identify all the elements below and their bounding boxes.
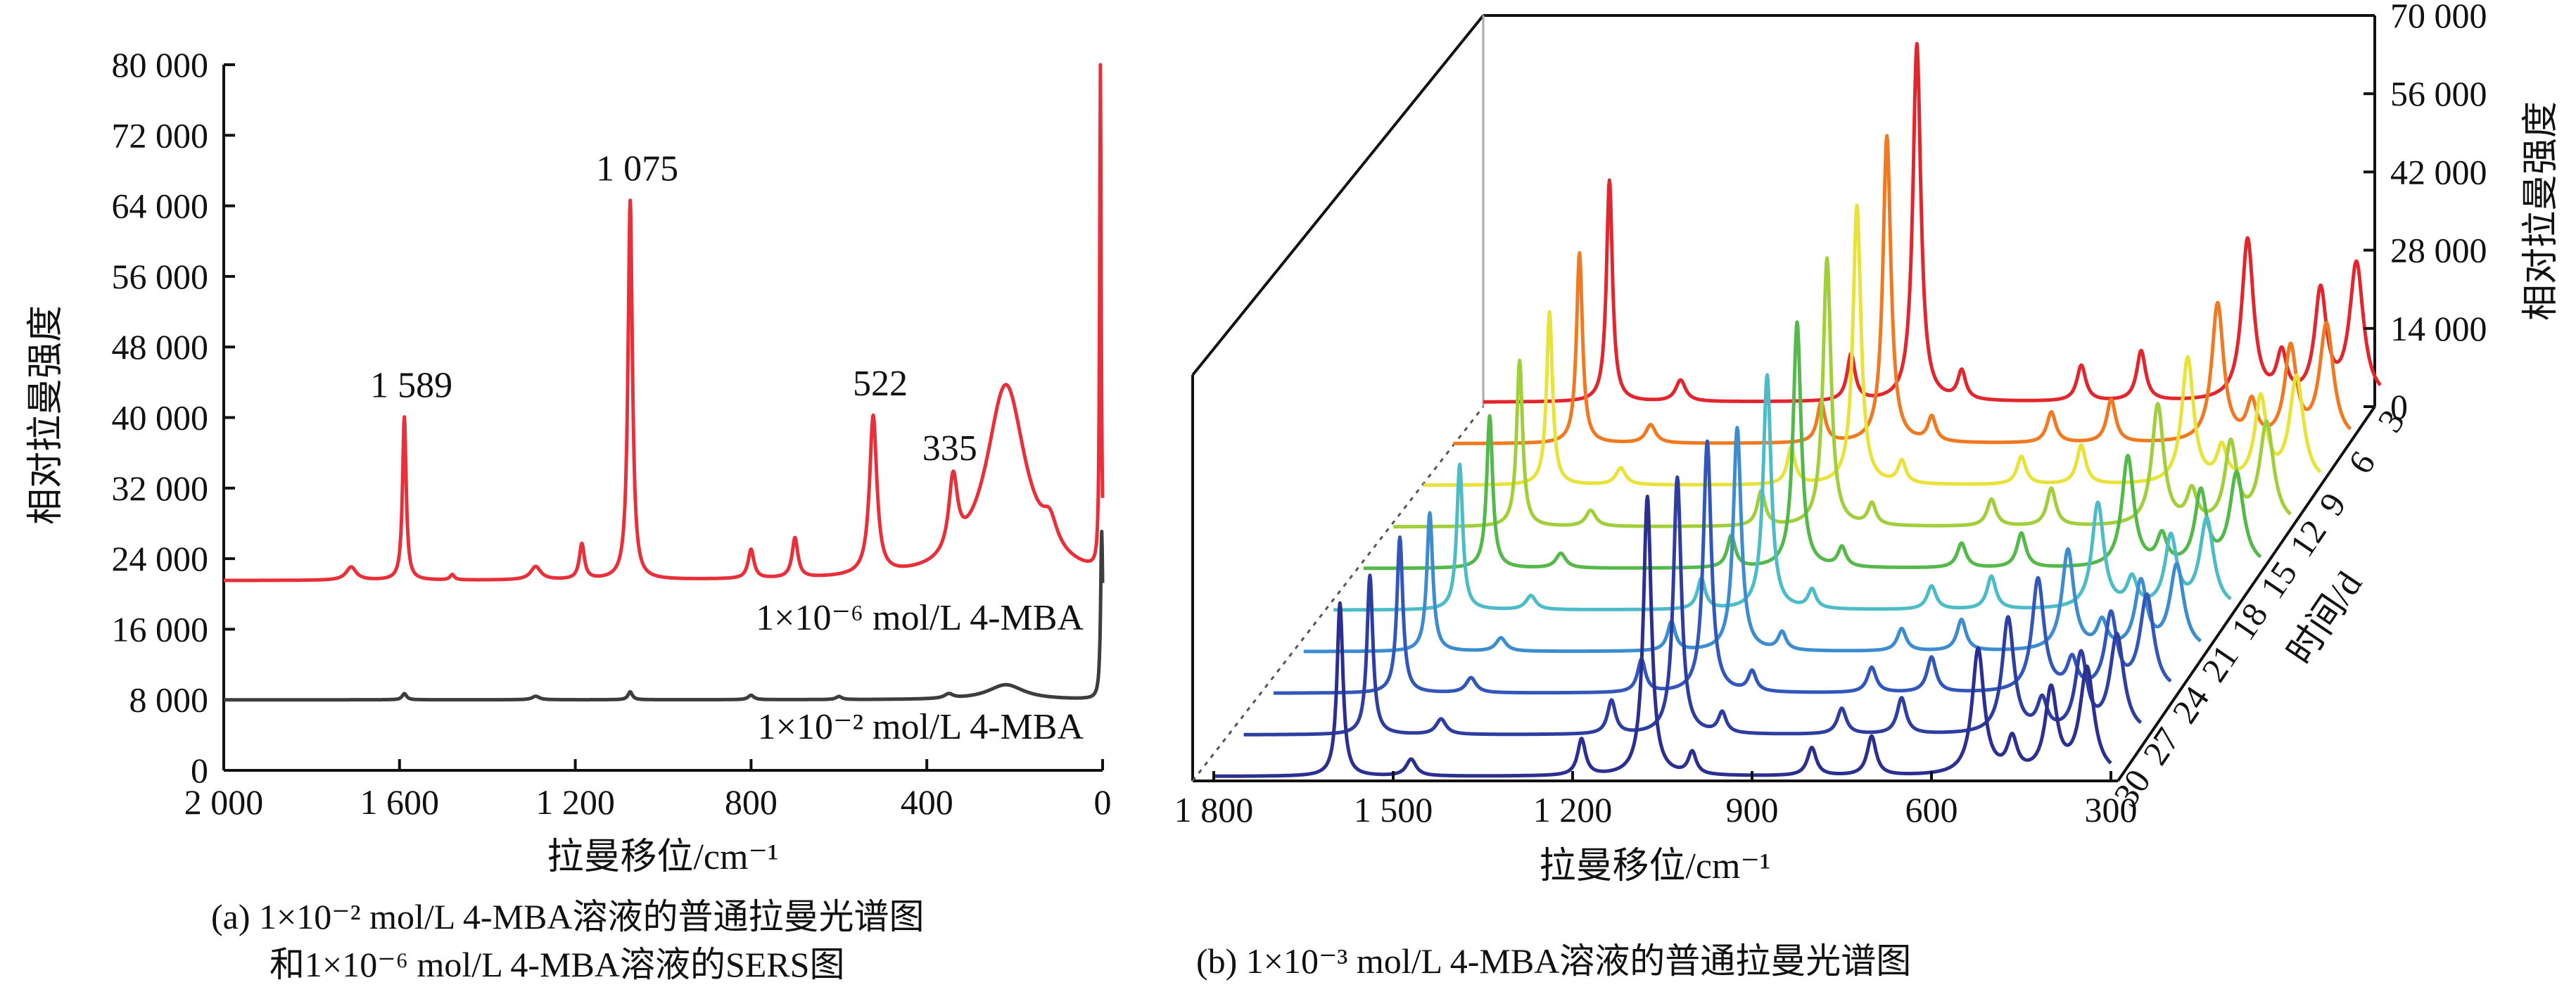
panel-a-series — [222, 63, 1105, 702]
panel-b-z-axis-title: 相对拉曼强度 — [2521, 101, 2561, 321]
panel-b: 1 800 1 500 1 200 900 600 300 0 14 000 28 000 42… — [1174, 0, 2561, 981]
panel-b-x-ticks: 1 800 1 500 1 200 900 600 300 — [1174, 771, 2138, 829]
panel-a-x-tick-label: 800 — [725, 782, 778, 822]
panel-a: 0 8 000 16 000 24 000 32 000 40 000 48 000 56 0… — [26, 45, 1112, 984]
panel-b-z-tick-label: 0 — [2390, 387, 2408, 426]
panel-b-series-line-3 — [1482, 42, 2382, 404]
panel-a-x-ticks: 2 000 1 600 1 200 800 400 0 — [184, 759, 1112, 822]
panel-a-y-tick-label: 72 000 — [112, 115, 209, 155]
panel-a-caption-line-1: (a) 1×10⁻² mol/L 4-MBA溶液的普通拉曼光谱图 — [211, 897, 925, 936]
panel-a-peak-label: 1 589 — [370, 366, 452, 406]
panel-a-x-tick-label: 0 — [1094, 782, 1112, 822]
panel-b-z-tick-label: 28 000 — [2390, 231, 2487, 270]
panel-b-time-tick-label: 9 — [2311, 485, 2353, 522]
panel-b-time-tick-label: 27 — [2135, 720, 2187, 772]
panel-b-series-line-9 — [1422, 203, 2322, 487]
panel-b-series — [1212, 42, 2382, 778]
panel-a-y-tick-label: 40 000 — [112, 398, 209, 438]
panel-a-series-line-1 — [222, 529, 1105, 702]
panel-b-time-tick-label: 24 — [2164, 679, 2216, 730]
panel-a-y-tick-label: 64 000 — [112, 186, 209, 226]
panel-b-z-tick-label: 70 000 — [2390, 0, 2487, 35]
panel-a-x-tick-label: 1 200 — [535, 782, 615, 822]
panel-b-x-axis-title: 拉曼移位/cm⁻¹ — [1539, 846, 1770, 886]
panel-a-x-tick-label: 2 000 — [184, 782, 264, 822]
panel-b-caption: (b) 1×10⁻³ mol/L 4-MBA溶液的普通拉曼光谱图 — [1196, 941, 1911, 981]
panel-b-series-line-15 — [1362, 320, 2262, 571]
panel-b-z-tick-label: 42 000 — [2390, 152, 2487, 191]
panel-b-series-line-6 — [1452, 134, 2352, 445]
panel-a-y-tick-label: 8 000 — [129, 680, 209, 720]
panel-b-z-ticks: 0 14 000 28 000 42 000 56 000 70 000 — [2364, 0, 2487, 426]
panel-b-x-tick-label: 900 — [1726, 790, 1779, 829]
panel-b-series-line-18 — [1332, 373, 2232, 612]
panel-a-y-tick-label: 80 000 — [112, 45, 209, 84]
panel-b-series-line-21 — [1302, 426, 2202, 654]
panel-b-x-tick-label: 600 — [1905, 790, 1958, 829]
panel-a-series-line-0 — [222, 63, 1105, 583]
panel-a-y-axis-title: 相对拉曼强度 — [26, 305, 66, 525]
panel-b-3d-frame — [1191, 14, 2376, 782]
panel-a-y-tick-label: 56 000 — [112, 257, 209, 296]
panel-a-x-tick-label: 400 — [901, 782, 953, 822]
panel-b-time-tick-label: 15 — [2252, 554, 2304, 606]
panel-a-caption-line-2: 和1×10⁻⁶ mol/L 4-MBA溶液的SERS图 — [269, 945, 844, 984]
panel-a-series-label-sers: 1×10⁻⁶ mol/L 4-MBA — [756, 598, 1084, 638]
panel-b-time-tick-label: 18 — [2223, 596, 2275, 647]
panel-b-series-line-30 — [1212, 495, 2112, 778]
panel-b-series-line-24 — [1272, 439, 2172, 695]
panel-b-time-tick-label: 21 — [2194, 637, 2246, 689]
panel-b-x-tick-label: 300 — [2085, 790, 2138, 829]
panel-a-series-label-normal: 1×10⁻² mol/L 4-MBA — [758, 707, 1084, 747]
panel-b-series-line-12 — [1392, 256, 2292, 529]
panel-a-x-axis-title: 拉曼移位/cm⁻¹ — [547, 837, 778, 877]
panel-b-series-line-27 — [1242, 475, 2143, 737]
panel-a-y-tick-label: 16 000 — [112, 609, 209, 649]
panel-a-y-tick-label: 32 000 — [112, 469, 209, 508]
panel-a-y-ticks: 0 8 000 16 000 24 000 32 000 40 000 48 000 56 0… — [112, 45, 235, 790]
panel-b-time-tick-label: 12 — [2282, 513, 2334, 564]
panel-b-time-tick-label: 6 — [2340, 444, 2383, 481]
panel-b-z-tick-label: 56 000 — [2390, 74, 2487, 113]
panel-b-x-tick-label: 1 800 — [1174, 790, 1254, 829]
panel-a-y-tick-label: 24 000 — [112, 539, 209, 578]
panel-a-peak-label: 522 — [853, 364, 908, 404]
panel-a-y-tick-label: 0 — [191, 751, 208, 790]
panel-a-peak-label: 1 075 — [596, 149, 678, 189]
panel-a-peak-annotations: 1 589 1 075 522 335 — [370, 149, 977, 469]
panel-b-x-tick-label: 1 200 — [1533, 790, 1613, 829]
panel-a-peak-label: 335 — [922, 428, 977, 469]
panel-a-y-tick-label: 48 000 — [112, 327, 209, 367]
panel-a-x-tick-label: 1 600 — [360, 782, 440, 822]
panel-b-x-tick-label: 1 500 — [1354, 790, 1433, 829]
panel-b-z-tick-label: 14 000 — [2390, 309, 2487, 348]
